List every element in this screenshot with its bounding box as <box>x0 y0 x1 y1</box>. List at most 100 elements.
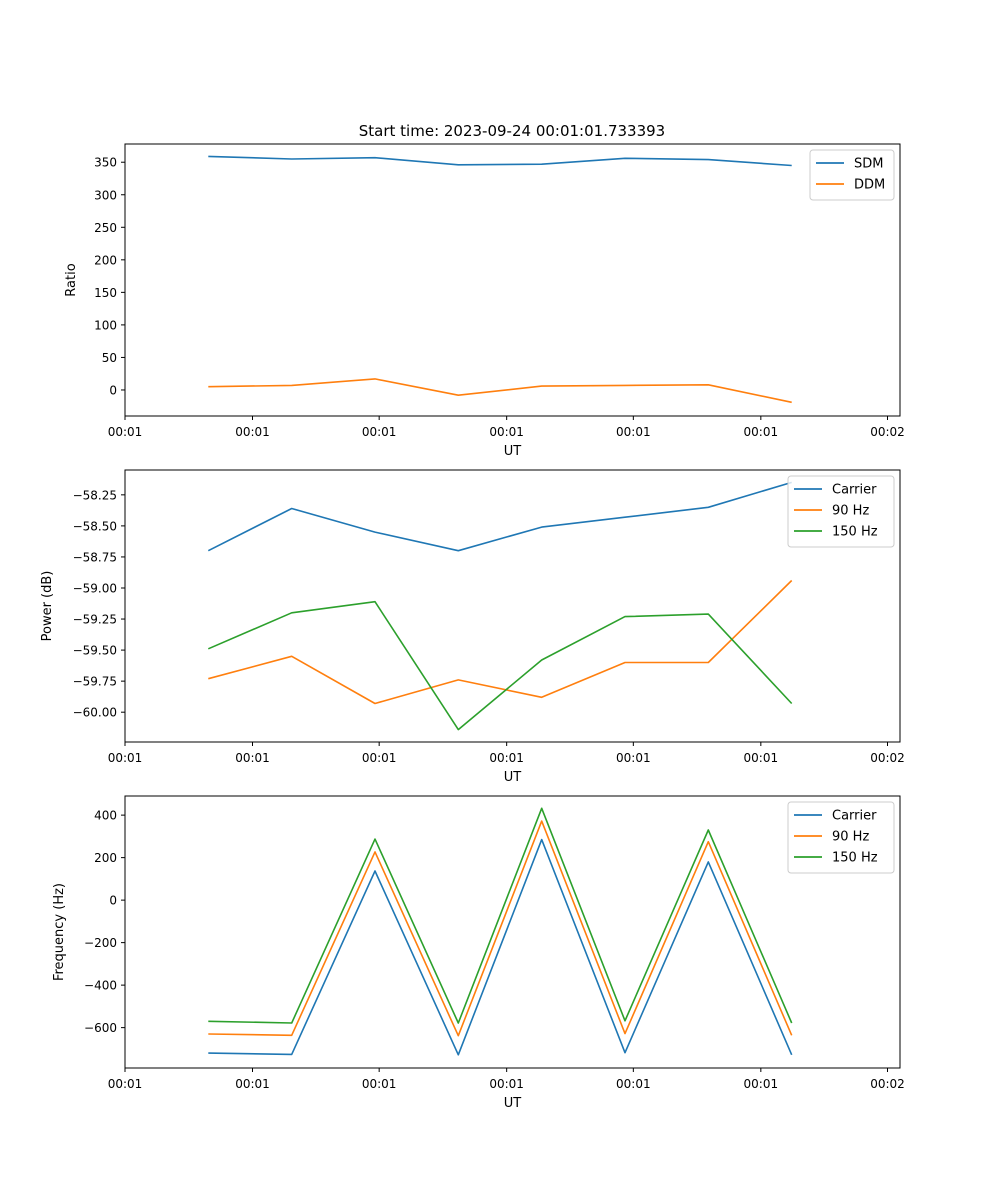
y-tick-label: −59.25 <box>73 613 117 627</box>
x-tick-label: 00:01 <box>108 751 143 765</box>
y-tick-label: −58.25 <box>73 488 117 502</box>
plot-frame <box>124 469 901 743</box>
data-point <box>624 384 626 386</box>
chart-panel-2: 00:01 00:01 00:01 00:01 00:01 00:01 00:02 UT −60… <box>40 469 905 785</box>
data-point <box>291 384 293 386</box>
series-line-150-hz <box>208 807 793 1024</box>
data-point <box>624 157 626 159</box>
y-tick-label: −59.00 <box>73 581 117 595</box>
chart-panel-3: 00:01 00:01 00:01 00:01 00:01 00:01 00:02 UT −60… <box>52 795 905 1111</box>
data-point <box>707 506 709 508</box>
data-point <box>291 612 293 614</box>
data-point <box>457 728 459 730</box>
data-point <box>291 655 293 657</box>
data-point <box>374 870 376 872</box>
y-tick-label: −59.50 <box>73 644 117 658</box>
legend-label: 150 Hz <box>832 525 878 540</box>
x-tick-label: 00:01 <box>489 1077 524 1091</box>
data-point <box>457 550 459 552</box>
data-point <box>707 384 709 386</box>
legend-box <box>787 475 895 548</box>
data-point <box>624 516 626 518</box>
data-point <box>457 1022 459 1024</box>
y-axis-label: Frequency (Hz) <box>52 883 67 981</box>
data-point <box>374 851 376 853</box>
legend-label: 90 Hz <box>832 830 869 845</box>
x-tick-label: 00:01 <box>616 425 651 439</box>
data-point <box>791 164 793 166</box>
data-point <box>707 861 709 863</box>
legend-label: 150 Hz <box>832 851 878 866</box>
x-tick-label: 00:01 <box>235 751 270 765</box>
data-point <box>374 601 376 603</box>
data-point <box>291 158 293 160</box>
legend-label: Carrier <box>832 483 877 498</box>
legend: Carrier 90 Hz 150 Hz <box>787 475 895 548</box>
data-point <box>457 394 459 396</box>
legend: SDM DDM <box>809 149 895 201</box>
y-tick-label: 0 <box>109 894 117 908</box>
x-tick-label: 00:01 <box>616 751 651 765</box>
data-point <box>791 1054 793 1056</box>
legend-label: DDM <box>854 178 885 193</box>
data-point <box>541 659 543 661</box>
y-tick-label: 100 <box>94 318 117 332</box>
series-line-ddm <box>208 378 792 404</box>
y-tick-label: 200 <box>94 851 117 865</box>
data-point <box>291 507 293 509</box>
x-tick-label: 00:01 <box>489 751 524 765</box>
x-tick-label: 00:01 <box>744 425 779 439</box>
data-point <box>207 386 209 388</box>
data-point <box>457 1035 459 1037</box>
y-tick-label: −200 <box>84 936 117 950</box>
data-point <box>707 158 709 160</box>
data-point <box>707 613 709 615</box>
legend-label: 90 Hz <box>832 504 869 519</box>
data-point <box>207 1033 209 1035</box>
y-tick-label: 200 <box>94 253 117 267</box>
legend-label: SDM <box>854 157 883 172</box>
data-point <box>291 1022 293 1024</box>
data-point <box>374 702 376 704</box>
x-tick-label: 00:02 <box>870 1077 905 1091</box>
x-tick-label: 00:01 <box>362 425 397 439</box>
data-point <box>541 807 543 809</box>
data-point <box>207 1052 209 1054</box>
y-tick-label: −60.00 <box>73 706 117 720</box>
data-point <box>541 526 543 528</box>
data-point <box>207 648 209 650</box>
data-point <box>791 401 793 403</box>
data-point <box>707 829 709 831</box>
plot-frame <box>124 795 901 1069</box>
data-point <box>791 1034 793 1036</box>
series-line-carrier <box>208 838 793 1056</box>
data-point <box>707 661 709 663</box>
x-tick-label: 00:01 <box>744 1077 779 1091</box>
plot-frame <box>124 143 901 417</box>
data-point <box>374 838 376 840</box>
series-line-90-hz <box>208 820 793 1037</box>
data-point <box>291 1034 293 1036</box>
data-point <box>374 378 376 380</box>
data-point <box>374 157 376 159</box>
data-point <box>624 1020 626 1022</box>
x-tick-label: 00:01 <box>108 425 143 439</box>
x-tick-label: 00:01 <box>108 1077 143 1091</box>
x-tick-label: 00:01 <box>744 751 779 765</box>
legend-box <box>787 801 895 874</box>
data-point <box>791 579 793 581</box>
data-point <box>291 1053 293 1055</box>
data-point <box>541 838 543 840</box>
x-tick-label: 00:01 <box>235 1077 270 1091</box>
data-point <box>207 550 209 552</box>
chart-panel-1: 00:01 00:01 00:01 00:01 00:01 00:01 00:02 UT 0 50… <box>64 143 905 459</box>
y-tick-label: 50 <box>102 351 117 365</box>
data-point <box>541 163 543 165</box>
data-point <box>541 696 543 698</box>
y-axis-label: Ratio <box>64 263 79 296</box>
y-tick-label: 0 <box>109 383 117 397</box>
x-tick-label: 00:01 <box>489 425 524 439</box>
y-tick-label: 350 <box>94 156 117 170</box>
data-point <box>707 841 709 843</box>
data-point <box>207 1020 209 1022</box>
